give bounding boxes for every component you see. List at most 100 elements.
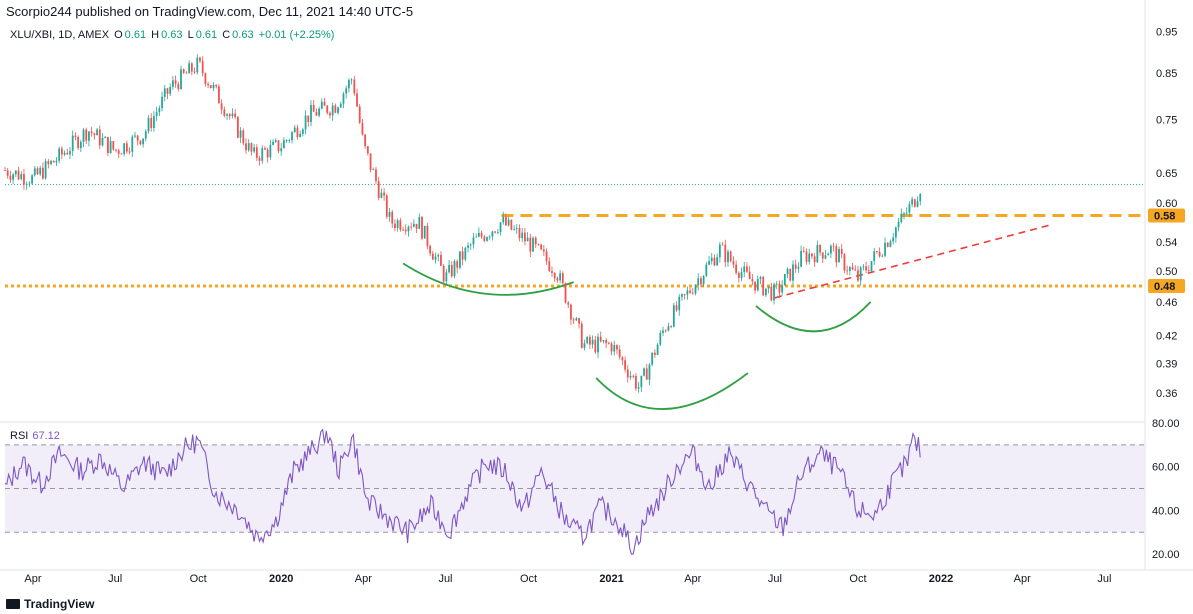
time-tick-label: Jul [768,573,782,585]
rsi-legend: RSI 67.12 [10,430,60,442]
candle-body [407,226,410,232]
rsi-tick-label: 60.00 [1152,462,1180,474]
candle-body [6,170,9,176]
candle-body [775,283,778,285]
candle-body [312,104,315,112]
candle-body [526,237,529,242]
candle-body [911,199,914,205]
candle-body [559,273,562,281]
candle-body [361,122,364,135]
candle-body [334,105,337,113]
candle-body [445,272,448,282]
candle-body [886,242,889,247]
candle-body [754,281,756,291]
candle-body [859,267,862,281]
candle-body [467,245,469,248]
candle-body [250,143,253,152]
candle-body [283,140,285,149]
candle-body [637,387,640,389]
time-tick-label: 2020 [269,573,293,585]
candle-body [128,151,131,153]
candle-body [434,256,437,260]
candle-body [274,140,277,142]
candle-body [683,294,686,295]
candle-body [96,129,98,136]
candle-body [561,273,564,284]
candle-body [74,135,77,138]
candle-body [645,368,648,380]
time-tick-label: Oct [190,573,207,585]
candle-body [534,237,537,245]
candle-body [857,270,859,281]
candle-body [475,236,478,238]
candle-body [672,305,675,327]
candle-body [721,244,724,246]
candle-body [383,192,385,196]
candle-body [201,61,204,74]
candle-body [331,105,334,116]
candle-body [491,231,494,237]
candle-body [835,246,838,263]
candle-body [291,132,293,141]
candle-body [226,114,228,116]
candle-body [115,149,117,151]
close-label: C [222,29,231,41]
candle-body [123,143,126,154]
candle-body [345,88,348,94]
time-tick-label: 2022 [929,573,953,585]
candle-body [442,265,445,282]
candle-body [193,71,196,73]
candle-body [440,254,442,266]
candle-body [729,251,732,262]
candle-body [599,336,602,342]
candle-body [848,267,851,272]
candle-body [329,112,331,116]
candle-body [805,251,808,262]
candle-body [878,252,881,257]
candle-body [862,266,865,268]
candle-body [155,112,158,117]
candle-body [811,253,813,257]
candle-body [315,111,318,116]
candle-body [188,63,191,74]
candle-body [429,245,432,254]
candle-body [356,93,358,107]
candle-body [532,237,534,252]
low-value: 0.61 [195,29,218,41]
candle-body [689,290,691,293]
candle-body [388,211,391,217]
high-label: H [151,29,160,41]
candle-body [85,129,88,141]
candle-body [905,212,908,214]
candle-body [358,106,361,123]
candle-body [71,135,74,152]
close-value: 0.63 [232,29,254,41]
candle-body [515,228,518,229]
candle-body [773,284,775,301]
tradingview-footer[interactable]: TradingView [6,597,94,611]
candle-body [347,80,350,89]
candle-body [142,138,144,145]
candle-body [670,326,673,328]
candle-body [626,369,629,378]
candle-body [732,261,735,265]
candle-body [897,222,900,228]
candle-body [510,219,513,230]
candle-body [182,69,185,73]
candle-body [190,63,193,72]
time-tick-label: Apr [24,573,41,585]
open-value: 0.61 [124,29,147,41]
candle-body [507,219,510,226]
candle-body [131,136,134,152]
candle-body [153,116,155,128]
candle-body [678,296,681,311]
candle-body [913,199,916,207]
candle-body [17,170,20,180]
candle-body [380,192,383,198]
candle-body [239,130,242,138]
candle-body [529,237,532,252]
candle-body [134,135,136,137]
candle-body [829,245,832,254]
time-tick-label: Apr [355,573,372,585]
